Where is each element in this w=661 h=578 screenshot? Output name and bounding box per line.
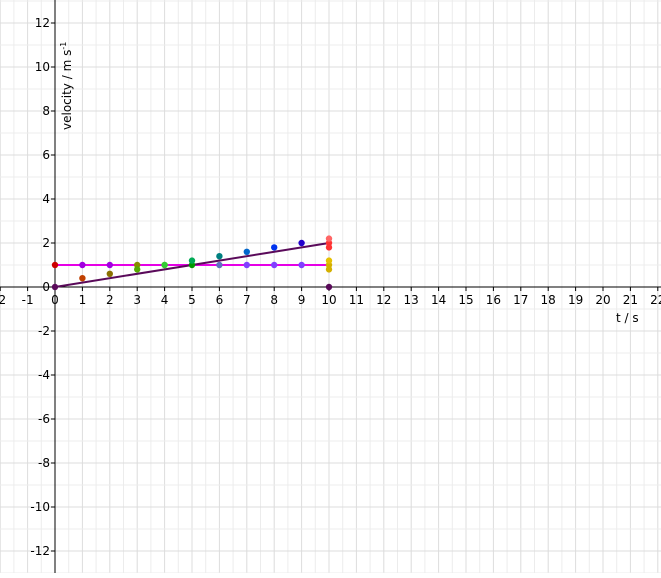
series-2-point[interactable] xyxy=(216,253,223,260)
extra-point[interactable] xyxy=(325,266,333,273)
y-tick-label: 10 xyxy=(35,60,50,74)
x-tick-label: 14 xyxy=(431,293,446,307)
extra-point[interactable] xyxy=(325,257,333,264)
y-tick-label: 6 xyxy=(42,148,50,162)
extra-point[interactable] xyxy=(325,283,333,291)
series-2-point[interactable] xyxy=(243,248,250,255)
y-tick-label: -8 xyxy=(38,456,50,470)
series-1-point[interactable] xyxy=(325,261,333,269)
x-tick-label: 13 xyxy=(404,293,419,307)
y-tick-label: 8 xyxy=(42,104,50,118)
x-tick-label: -2 xyxy=(0,293,6,307)
series-2-point[interactable] xyxy=(51,283,59,291)
y-axis-label-text: velocity / m s xyxy=(60,50,74,130)
x-tick-label: 6 xyxy=(216,293,224,307)
series-1-point[interactable] xyxy=(106,261,114,269)
x-tick-label: 18 xyxy=(541,293,556,307)
y-tick-label: -4 xyxy=(38,368,50,382)
series-2-point[interactable] xyxy=(161,261,168,269)
y-tick-label: 4 xyxy=(42,192,50,206)
x-tick-label: 19 xyxy=(568,293,583,307)
series-1-point[interactable] xyxy=(51,261,59,269)
y-tick-label: 0 xyxy=(42,280,50,294)
x-tick-label: 8 xyxy=(270,293,278,307)
data-points xyxy=(51,235,333,291)
x-tick-label: 7 xyxy=(243,293,251,307)
y-tick-label: 2 xyxy=(42,236,50,250)
x-tick-label: 4 xyxy=(161,293,169,307)
series-2-point[interactable] xyxy=(188,257,196,264)
series-2-point[interactable] xyxy=(134,266,141,273)
x-tick-label: 3 xyxy=(133,293,141,307)
x-tick-label: 22 xyxy=(650,293,661,307)
x-tick-label: 11 xyxy=(349,293,364,307)
y-tick-label: -12 xyxy=(30,544,50,558)
y-tick-label: -2 xyxy=(38,324,50,338)
extra-point[interactable] xyxy=(325,235,333,242)
x-tick-label: 1 xyxy=(79,293,87,307)
x-tick-label: 5 xyxy=(188,293,196,307)
series-2-point[interactable] xyxy=(325,239,333,247)
x-tick-label: 21 xyxy=(623,293,638,307)
x-tick-label: 12 xyxy=(376,293,391,307)
series-2-point[interactable] xyxy=(106,270,114,277)
x-tick-label: 2 xyxy=(106,293,114,307)
tick-labels: -2-1012345678910111213141516171819202122… xyxy=(0,16,661,558)
y-tick-label: -10 xyxy=(30,500,50,514)
series-1-point[interactable] xyxy=(134,261,141,269)
series-2-point[interactable] xyxy=(271,244,278,251)
extra-point[interactable] xyxy=(325,244,333,251)
x-tick-label: -1 xyxy=(22,293,34,307)
y-axis-label-superscript: -1 xyxy=(59,42,68,50)
series-1-point[interactable] xyxy=(216,261,223,269)
y-tick-label: -6 xyxy=(38,412,50,426)
y-axis-label: velocity / m s-1 xyxy=(59,42,74,130)
x-axis-label: t / s xyxy=(616,311,639,325)
series-2-point[interactable] xyxy=(298,239,305,247)
y-tick-label: 12 xyxy=(35,16,50,30)
x-tick-label: 15 xyxy=(458,293,473,307)
series-2-point[interactable] xyxy=(79,275,86,282)
series-1-point[interactable] xyxy=(298,261,305,269)
series-1-point[interactable] xyxy=(188,261,196,269)
x-tick-label: 0 xyxy=(51,293,59,307)
series-1-point[interactable] xyxy=(79,261,86,269)
series-1-point[interactable] xyxy=(243,261,250,269)
x-tick-label: 17 xyxy=(513,293,528,307)
x-tick-label: 20 xyxy=(595,293,610,307)
x-tick-label: 16 xyxy=(486,293,501,307)
x-tick-label: 9 xyxy=(298,293,306,307)
series-1-point[interactable] xyxy=(271,261,278,269)
x-tick-label: 10 xyxy=(321,293,336,307)
